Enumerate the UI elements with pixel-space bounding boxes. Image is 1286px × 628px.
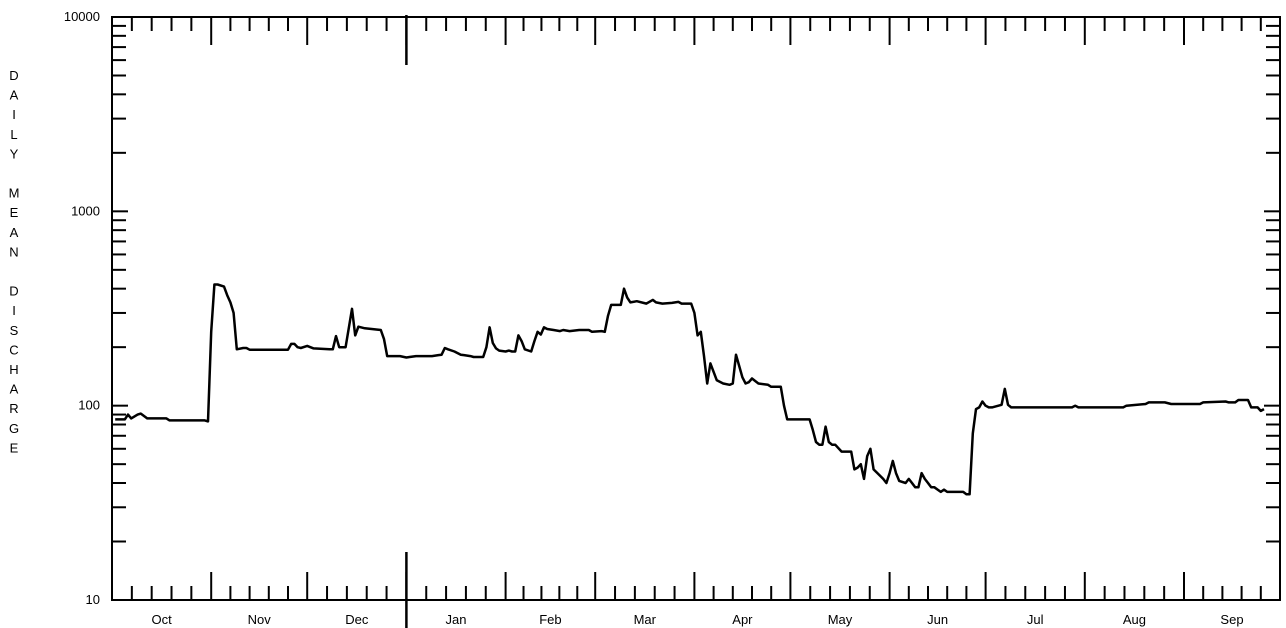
- y-axis-label-letter: D: [9, 68, 18, 83]
- series-line: [115, 283, 1265, 496]
- y-axis-label-letter: A: [10, 88, 19, 103]
- x-tick-label: Aug: [1123, 612, 1146, 627]
- x-tick-label: Nov: [248, 612, 272, 627]
- x-tick-label: Jul: [1027, 612, 1044, 627]
- y-axis-label-letter: R: [9, 401, 18, 416]
- y-axis-label-letter: N: [9, 244, 18, 259]
- y-axis-label-letter: I: [12, 107, 16, 122]
- y-axis-label-letter: M: [9, 186, 20, 201]
- axis-ticks: [112, 15, 1280, 628]
- y-axis-label-letter: L: [10, 127, 17, 142]
- y-axis-label-letter: G: [9, 421, 19, 436]
- y-axis-label-letter: E: [10, 440, 19, 455]
- x-tick-labels: Oct Nov Dec Jan Feb Mar Apr May Jun Jul Aug Sep: [151, 612, 1243, 627]
- x-tick-label: Jun: [927, 612, 948, 627]
- y-tick-label: 10000: [64, 9, 100, 24]
- x-tick-label: Jan: [446, 612, 467, 627]
- y-axis-label-letter: H: [9, 362, 18, 377]
- x-tick-label: Dec: [345, 612, 369, 627]
- x-tick-label: Feb: [539, 612, 561, 627]
- y-axis-label-letter: E: [10, 205, 19, 220]
- plot-frame: [111, 16, 1281, 601]
- series-group: [115, 283, 1265, 496]
- y-tick-label: 10: [86, 592, 100, 607]
- y-tick-labels: 10 100 1000 10000: [64, 9, 100, 607]
- y-axis-label-letter: A: [10, 225, 19, 240]
- y-axis-label-letter: I: [12, 303, 16, 318]
- x-tick-label: Sep: [1220, 612, 1243, 627]
- y-tick-label: 100: [78, 398, 100, 413]
- y-tick-label: 1000: [71, 203, 100, 218]
- y-axis-label-letter: A: [10, 382, 19, 397]
- x-tick-label: May: [828, 612, 853, 627]
- y-axis-label-letter: C: [9, 342, 18, 357]
- y-axis-label-letter: Y: [10, 146, 19, 161]
- y-axis-label-letter: D: [9, 284, 18, 299]
- x-tick-label: Apr: [732, 612, 753, 627]
- y-axis-label-letter: S: [10, 323, 19, 338]
- x-tick-label: Oct: [151, 612, 172, 627]
- x-tick-label: Mar: [634, 612, 657, 627]
